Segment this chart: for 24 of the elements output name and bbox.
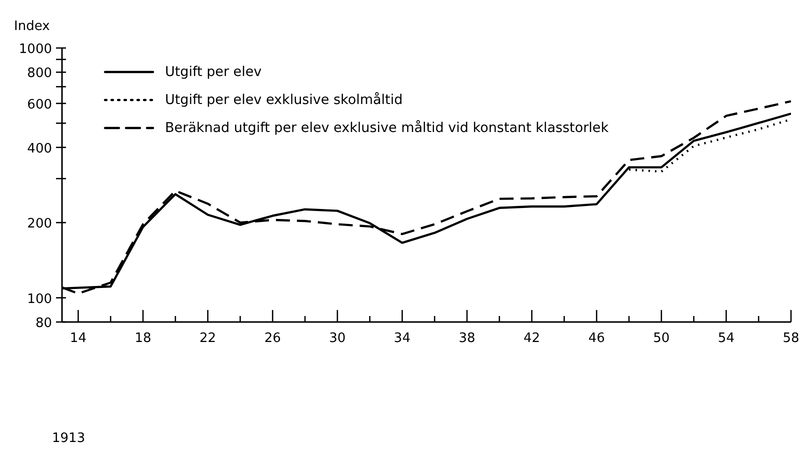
x-tick-label: 38: [458, 331, 476, 346]
x-tick-label: 26: [264, 331, 281, 346]
legend-label: Beräknad utgift per elev exklusive måltid vid konstant klasstorlek: [165, 119, 609, 138]
x-tick-label: 58: [782, 331, 800, 346]
y-tick-label: 200: [27, 216, 52, 232]
y-tick-label: 80: [35, 316, 52, 331]
legend-label: Utgift per elev: [165, 63, 262, 82]
legend-label: Utgift per elev exklusive skolmåltid: [165, 91, 403, 110]
y-tick-label: 1000: [18, 42, 52, 57]
text: 1913: [52, 431, 86, 446]
x-tick-label: 46: [588, 331, 605, 346]
y-tick-label: 600: [27, 97, 52, 112]
y-tick-label: 400: [27, 141, 52, 156]
x-tick-label: 14: [70, 331, 86, 346]
x-tick-label: 50: [653, 331, 670, 346]
x-tick-label: 30: [329, 331, 346, 346]
x-tick-label: 42: [524, 331, 540, 346]
x-tick-label: 22: [200, 331, 216, 346]
x-tick-label: 54: [718, 331, 734, 346]
y-tick-label: 800: [27, 66, 52, 82]
x-tick-label: 18: [134, 331, 152, 346]
y-axis-title: Index: [14, 19, 50, 34]
y-tick-label: 100: [27, 292, 52, 307]
x-tick-label: 34: [394, 331, 410, 346]
